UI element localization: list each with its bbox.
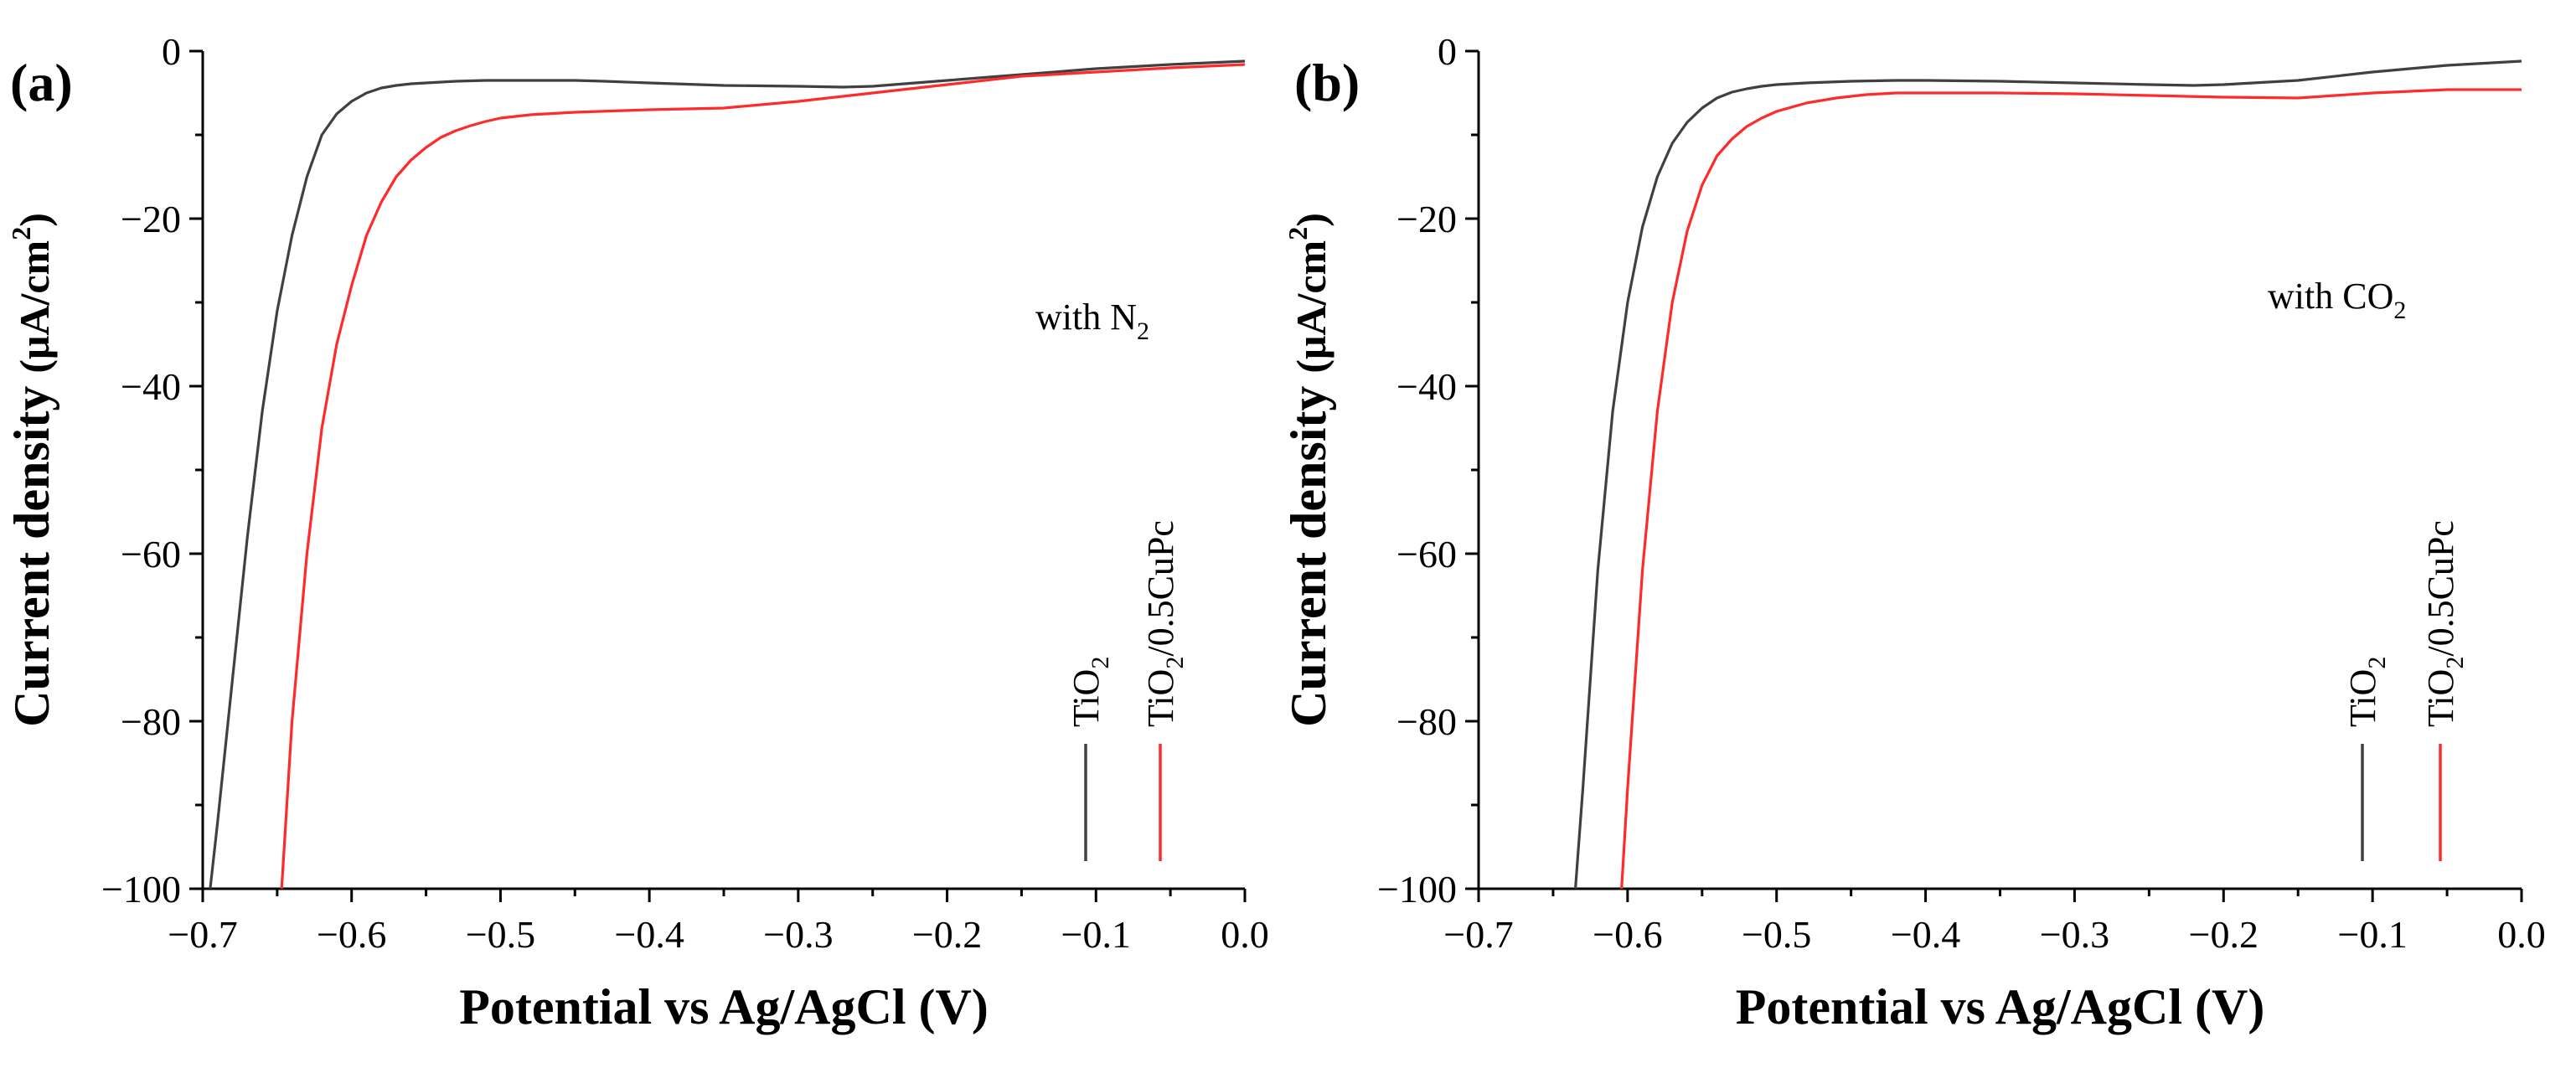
x-tick-label: −0.1 <box>2337 913 2407 956</box>
x-tick-label: −0.1 <box>1061 913 1131 956</box>
legend-label: TiO2/0.5CuPc <box>2420 520 2469 727</box>
x-axis-title: Potential vs Ag/AgCl (V) <box>459 979 989 1034</box>
x-tick-label: −0.7 <box>168 913 237 956</box>
y-axis-title: Current density (μA/cm2) <box>4 213 59 727</box>
gas-annotation: with CO2 <box>2268 276 2406 324</box>
y-tick-label: −100 <box>1377 868 1457 911</box>
y-axis-title: Current density (μA/cm2) <box>1281 213 1336 727</box>
y-tick-label: 0 <box>1438 30 1457 73</box>
chart-panel-1: −0.7 −0.6 −0.5 −0.4 −0.3 −0.2 −0.1 0.0 0 −20 −40 −6… <box>4 30 1269 1034</box>
y-tick-label: −60 <box>1396 533 1457 575</box>
chart-panel-2: −0.7 −0.6 −0.5 −0.4 −0.3 −0.2 −0.1 0.0 0 −20 −40 −6… <box>1281 30 2546 1034</box>
x-tick-label: −0.4 <box>614 913 684 956</box>
series-line-tio2-cupc <box>280 63 1246 890</box>
gas-annotation: with N2 <box>1035 297 1149 345</box>
x-tick-label: −0.5 <box>466 913 535 956</box>
legend-label: TiO2 <box>2342 657 2391 727</box>
panel-label: (b) <box>1294 53 1360 112</box>
series-line-tio2 <box>1574 59 2522 890</box>
y-tick-label: −40 <box>121 365 181 408</box>
y-tick-label: −60 <box>121 533 181 575</box>
y-tick-label: −20 <box>121 198 181 240</box>
x-tick-label: −0.7 <box>1443 913 1513 956</box>
x-axis-title: Potential vs Ag/AgCl (V) <box>1736 979 2265 1034</box>
x-tick-label: 0.0 <box>2497 913 2546 956</box>
series-line-tio2-cupc <box>1620 88 2522 890</box>
x-tick-label: −0.6 <box>317 913 386 956</box>
y-tick-label: −80 <box>1396 700 1457 743</box>
y-tick-label: −80 <box>121 700 181 743</box>
x-tick-label: −0.2 <box>2189 913 2259 956</box>
y-tick-label: −40 <box>1396 365 1457 408</box>
x-tick-label: −0.3 <box>763 913 833 956</box>
x-tick-label: −0.4 <box>1891 913 1960 956</box>
legend-label: TiO2 <box>1066 657 1114 727</box>
x-tick-label: 0.0 <box>1221 913 1269 956</box>
y-tick-label: −20 <box>1396 198 1457 240</box>
y-tick-label: 0 <box>162 30 181 73</box>
legend-label: TiO2/0.5CuPc <box>1140 520 1189 727</box>
x-tick-label: −0.5 <box>1742 913 1811 956</box>
x-tick-label: −0.2 <box>912 913 982 956</box>
x-tick-label: −0.6 <box>1593 913 1662 956</box>
x-tick-label: −0.3 <box>2040 913 2109 956</box>
panel-label: (a) <box>10 53 73 112</box>
series-line-tio2 <box>209 59 1246 890</box>
y-tick-label: −100 <box>101 868 181 911</box>
